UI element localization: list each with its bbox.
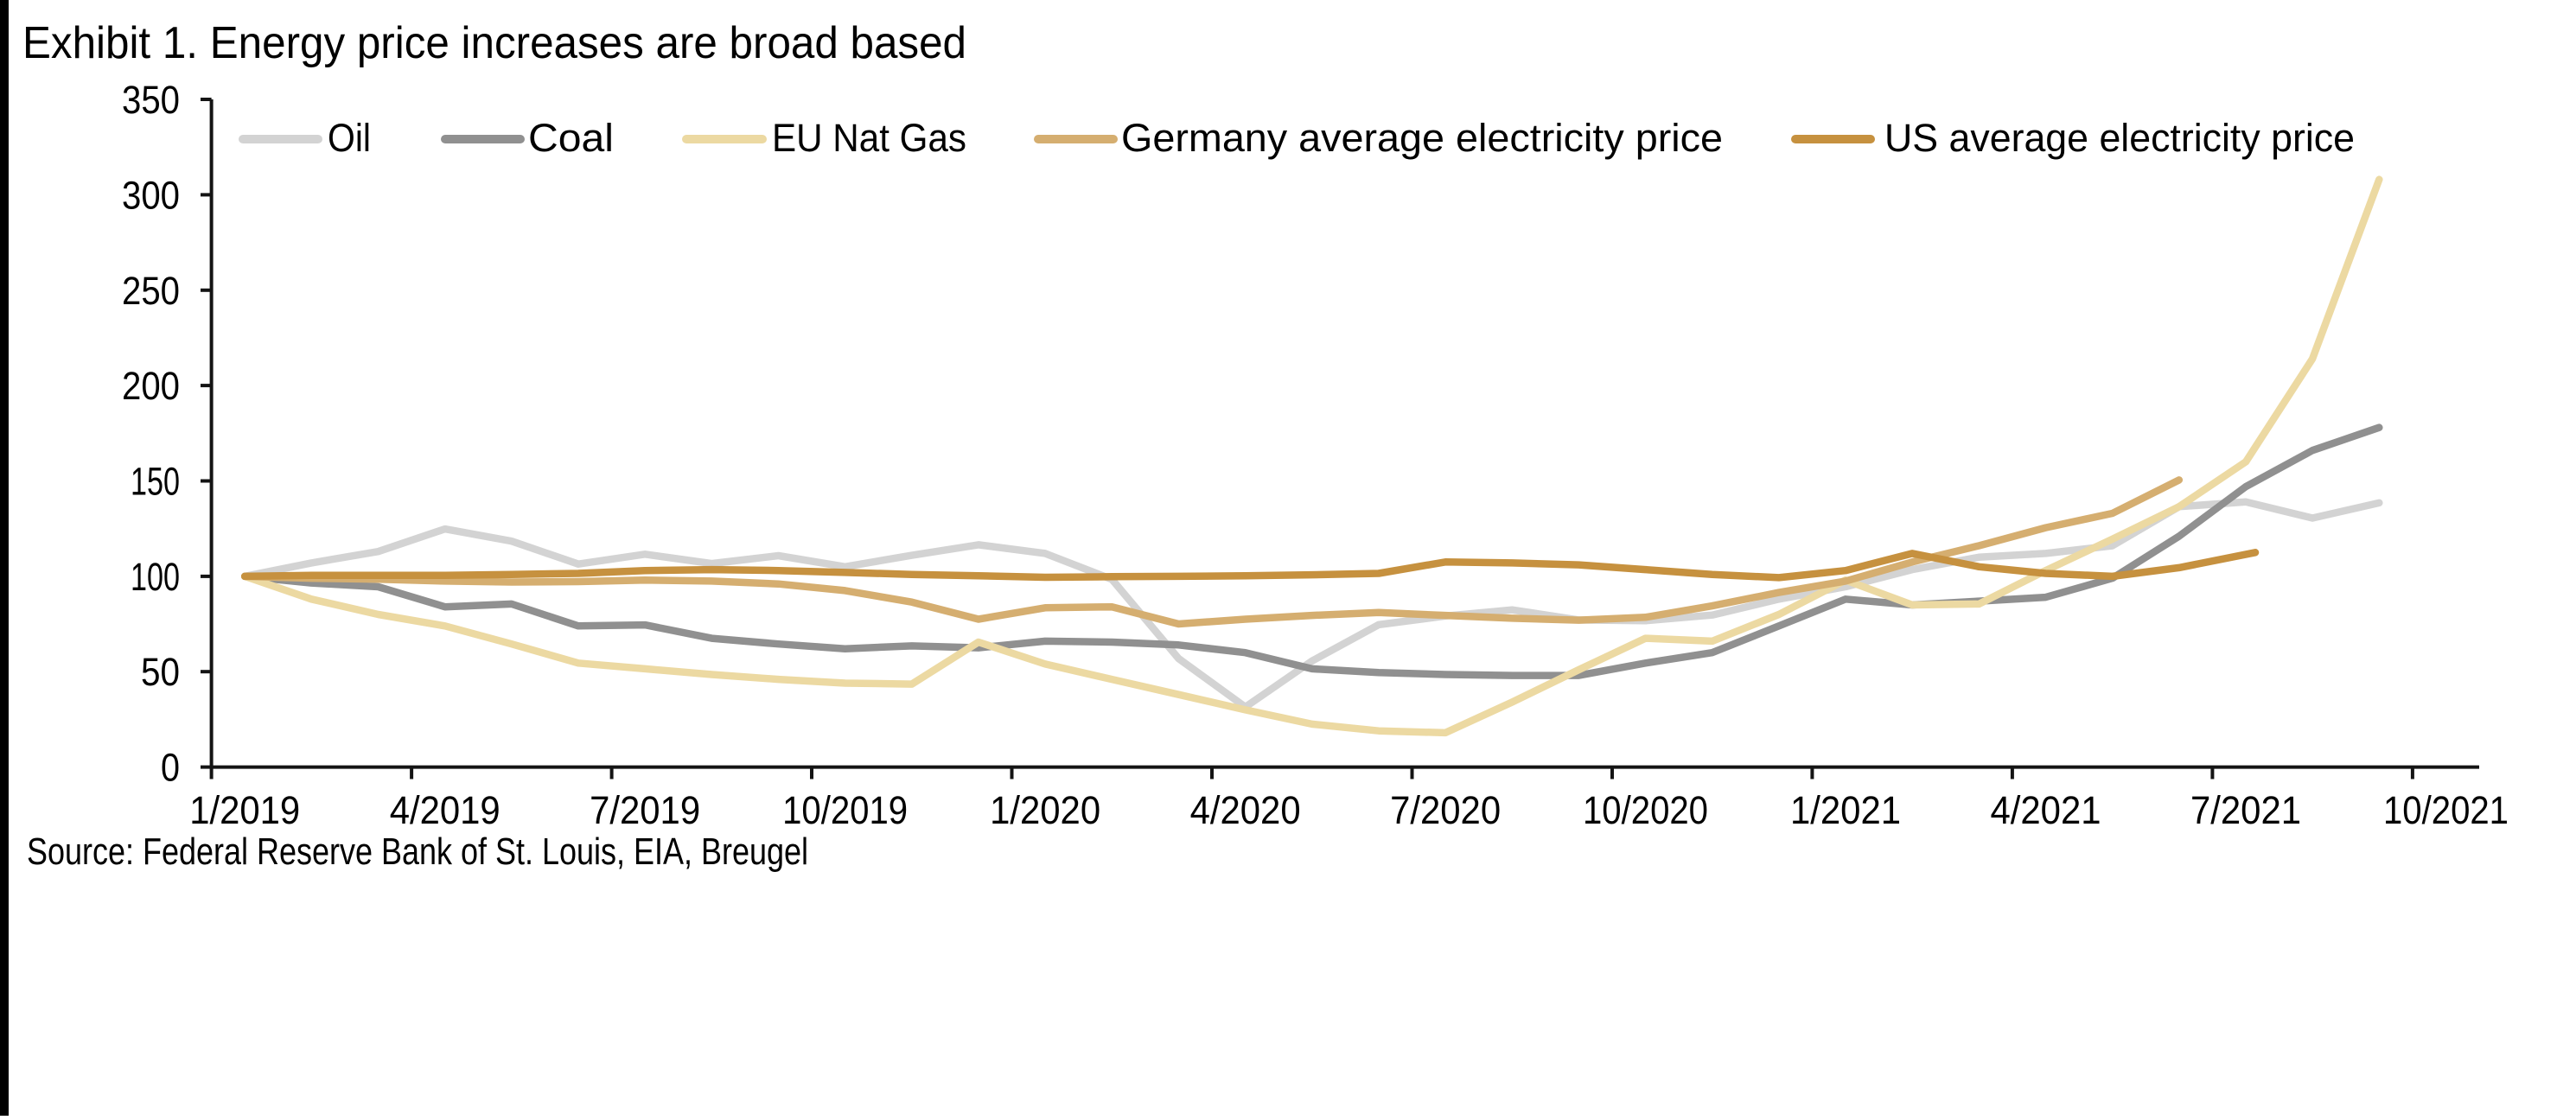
- svg-text:EU Nat Gas: EU Nat Gas: [772, 116, 966, 160]
- svg-text:Coal: Coal: [528, 116, 614, 160]
- svg-text:1/2019: 1/2019: [189, 788, 300, 832]
- svg-text:Source: Federal Reserve Bank o: Source: Federal Reserve Bank of St. Loui…: [27, 830, 808, 873]
- svg-text:200: 200: [122, 364, 180, 408]
- svg-text:1/2021: 1/2021: [1790, 788, 1901, 832]
- svg-text:7/2020: 7/2020: [1390, 788, 1501, 832]
- svg-text:250: 250: [122, 269, 180, 313]
- svg-text:Germany average electricity pr: Germany average electricity price: [1121, 116, 1723, 160]
- svg-text:Exhibit 1. Energy price increa: Exhibit 1. Energy price increases are br…: [22, 18, 966, 68]
- svg-text:4/2020: 4/2020: [1190, 788, 1301, 832]
- svg-text:US average electricity price: US average electricity price: [1884, 116, 2355, 160]
- svg-text:0: 0: [161, 746, 180, 790]
- svg-text:10/2019: 10/2019: [782, 788, 908, 832]
- svg-text:150: 150: [131, 460, 180, 504]
- svg-text:10/2021: 10/2021: [2383, 788, 2509, 832]
- svg-text:Oil: Oil: [328, 116, 371, 160]
- svg-text:7/2019: 7/2019: [590, 788, 700, 832]
- svg-text:100: 100: [131, 555, 180, 599]
- svg-text:1/2020: 1/2020: [990, 788, 1100, 832]
- svg-text:350: 350: [122, 78, 180, 122]
- svg-text:300: 300: [122, 173, 180, 217]
- svg-text:4/2021: 4/2021: [1991, 788, 2101, 832]
- svg-text:7/2021: 7/2021: [2190, 788, 2301, 832]
- svg-text:10/2020: 10/2020: [1583, 788, 1708, 832]
- svg-text:50: 50: [141, 650, 180, 694]
- svg-text:4/2019: 4/2019: [390, 788, 501, 832]
